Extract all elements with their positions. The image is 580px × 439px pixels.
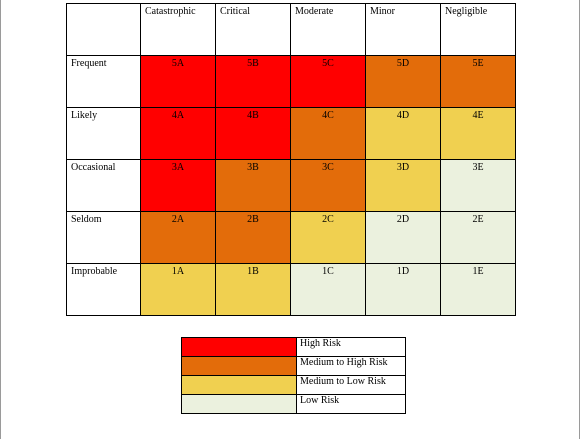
legend-label: Medium to High Risk	[296, 356, 406, 376]
risk-cell: 4C	[290, 107, 366, 160]
risk-cell: 3E	[440, 159, 516, 212]
row-label: Frequent	[66, 55, 141, 108]
legend-swatch	[181, 394, 297, 414]
header-row: Catastrophic Critical Moderate Minor Negligi…	[66, 3, 516, 56]
legend-swatch	[181, 356, 297, 376]
table-row: Likely 4A 4B 4C 4D 4E	[66, 107, 516, 160]
risk-cell: 5E	[440, 55, 516, 108]
risk-legend-table: High Risk Medium to High Risk Medium to Lo…	[181, 337, 406, 414]
risk-cell: 5A	[140, 55, 216, 108]
page-border-left	[0, 0, 1, 439]
risk-cell: 2D	[365, 211, 441, 264]
legend-row: Medium to High Risk	[181, 356, 406, 376]
legend-label: Medium to Low Risk	[296, 375, 406, 395]
risk-cell: 5D	[365, 55, 441, 108]
risk-matrix-table: Catastrophic Critical Moderate Minor Negligi…	[66, 3, 516, 316]
legend-swatch	[181, 337, 297, 357]
corner-cell	[66, 3, 141, 56]
risk-cell: 5B	[215, 55, 291, 108]
risk-cell: 1B	[215, 263, 291, 316]
risk-cell: 1E	[440, 263, 516, 316]
table-row: Occasional 3A 3B 3C 3D 3E	[66, 159, 516, 212]
risk-cell: 4D	[365, 107, 441, 160]
row-label: Seldom	[66, 211, 141, 264]
column-header: Moderate	[290, 3, 366, 56]
legend-label: Low Risk	[296, 394, 406, 414]
risk-cell: 3A	[140, 159, 216, 212]
risk-cell: 4A	[140, 107, 216, 160]
risk-cell: 4E	[440, 107, 516, 160]
risk-cell: 3D	[365, 159, 441, 212]
column-header: Catastrophic	[140, 3, 216, 56]
table-row: Seldom 2A 2B 2C 2D 2E	[66, 211, 516, 264]
risk-cell: 3C	[290, 159, 366, 212]
row-label: Likely	[66, 107, 141, 160]
column-header: Critical	[215, 3, 291, 56]
risk-cell: 4B	[215, 107, 291, 160]
risk-cell: 1D	[365, 263, 441, 316]
legend-row: Low Risk	[181, 394, 406, 414]
column-header: Negligible	[440, 3, 516, 56]
legend-label: High Risk	[296, 337, 406, 357]
table-row: Improbable 1A 1B 1C 1D 1E	[66, 263, 516, 316]
row-label: Occasional	[66, 159, 141, 212]
table-row: Frequent 5A 5B 5C 5D 5E	[66, 55, 516, 108]
risk-cell: 5C	[290, 55, 366, 108]
row-label: Improbable	[66, 263, 141, 316]
risk-cell: 1C	[290, 263, 366, 316]
risk-cell: 2A	[140, 211, 216, 264]
column-header: Minor	[365, 3, 441, 56]
risk-cell: 2B	[215, 211, 291, 264]
risk-cell: 2E	[440, 211, 516, 264]
risk-cell: 1A	[140, 263, 216, 316]
legend-swatch	[181, 375, 297, 395]
legend-row: Medium to Low Risk	[181, 375, 406, 395]
risk-cell: 3B	[215, 159, 291, 212]
legend-row: High Risk	[181, 337, 406, 357]
risk-cell: 2C	[290, 211, 366, 264]
